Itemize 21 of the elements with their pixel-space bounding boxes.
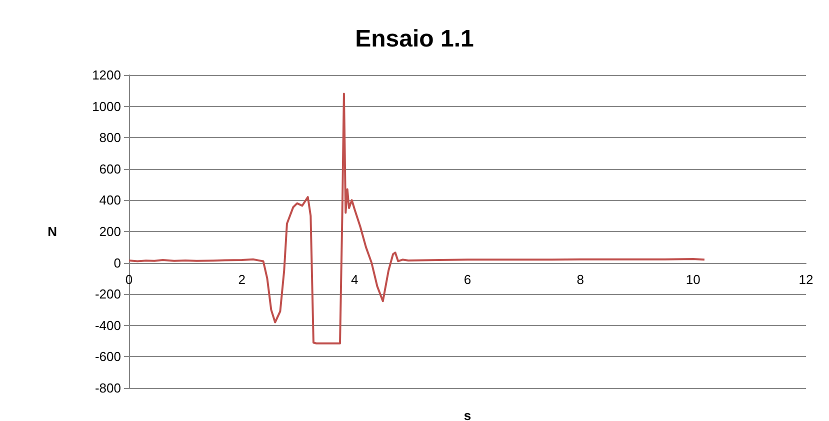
y-tick-label: 1000: [92, 98, 121, 114]
x-axis-title: s: [464, 408, 472, 421]
x-tick-label: 2: [238, 272, 246, 287]
y-tick-label: 200: [99, 224, 121, 239]
x-tick-label: 10: [686, 272, 700, 287]
x-tick-label: 12: [798, 272, 814, 287]
y-tick-label: -400: [94, 318, 121, 333]
chart-title: Ensaio 1.1: [355, 26, 474, 52]
y-tick-label: 1200: [92, 68, 121, 82]
x-tick-label: 8: [576, 272, 584, 287]
y-axis-title: N: [48, 224, 57, 239]
y-tick-label: -600: [94, 349, 121, 364]
y-tick-label: 0: [114, 255, 121, 270]
x-tick-label: 0: [125, 272, 133, 287]
x-tick-label: 4: [351, 272, 358, 287]
y-tick-label: -800: [94, 380, 121, 396]
x-tick-label: 6: [464, 272, 472, 287]
y-tick-label: -200: [94, 286, 121, 302]
y-tick-label: 800: [99, 130, 121, 146]
y-tick-label: 400: [99, 192, 121, 208]
y-tick-label: 600: [99, 161, 121, 176]
